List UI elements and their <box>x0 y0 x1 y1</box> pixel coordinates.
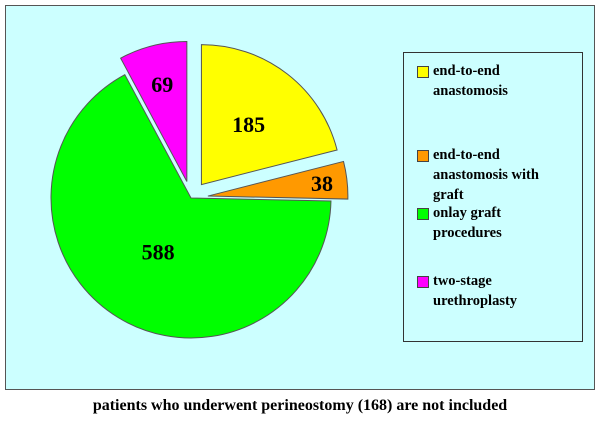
slice-value-label: 588 <box>142 240 175 265</box>
legend-item: two-stage urethroplasty <box>417 271 518 311</box>
legend-label: end-to-end <box>433 147 500 163</box>
slice-value-label: 185 <box>232 112 265 137</box>
legend-swatch <box>417 66 429 78</box>
legend: end-to-end anastomosis end-to-end anastomos… <box>403 52 583 342</box>
legend-swatch <box>417 150 429 162</box>
pie-slice <box>119 41 188 182</box>
legend-label: onlay graft <box>433 205 502 221</box>
pie-slice <box>207 160 349 200</box>
slice-value-label: 69 <box>151 72 173 97</box>
pie-slice <box>50 73 332 339</box>
legend-label: end-to-end <box>433 63 500 79</box>
legend-label: graft <box>433 187 464 203</box>
legend-swatch <box>417 276 429 288</box>
legend-label: procedures <box>433 225 502 241</box>
slice-value-label: 38 <box>311 171 333 196</box>
legend-item: onlay graft procedures <box>417 203 502 243</box>
legend-item: end-to-end anastomosis with graft <box>417 145 539 205</box>
pie-slice <box>200 44 338 186</box>
legend-label: urethroplasty <box>433 293 518 309</box>
legend-swatch <box>417 208 429 220</box>
legend-label: anastomosis <box>433 83 508 99</box>
chart-area: 185 38 588 69 end-to-end anastomosis end-to-e… <box>5 5 595 390</box>
legend-label: anastomosis with <box>433 167 539 183</box>
pie-chart: 185 38 588 69 <box>50 41 349 339</box>
legend-label: two-stage <box>433 273 492 289</box>
legend-item: end-to-end anastomosis <box>417 61 508 101</box>
chart-caption: patients who underwent perineostomy (168… <box>92 397 508 414</box>
